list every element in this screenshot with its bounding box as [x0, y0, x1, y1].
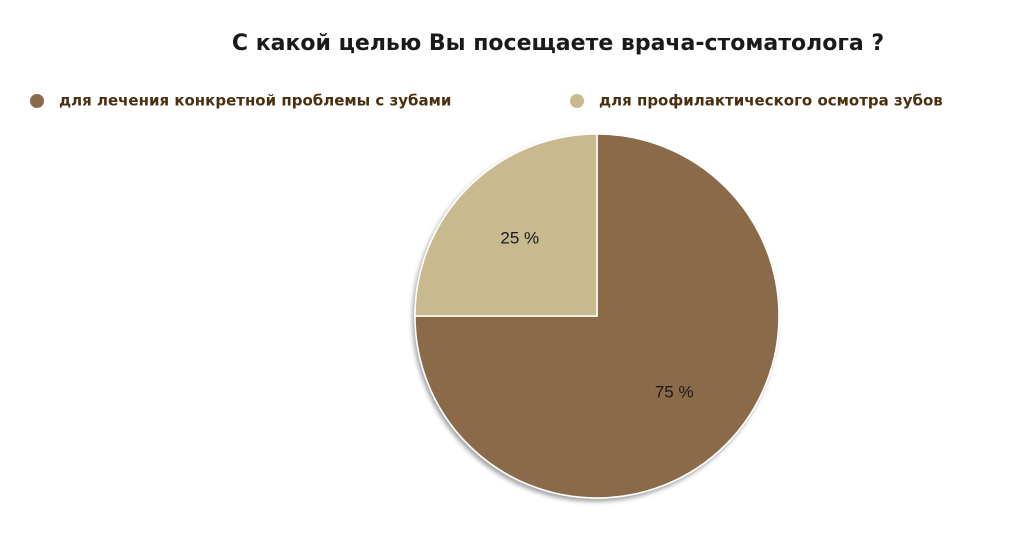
legend-marker — [570, 94, 584, 108]
chart-title: С какой целью Вы посещаете врача-стомато… — [232, 31, 884, 56]
legend-label: для профилактического осмотра зубов — [599, 92, 943, 110]
data-label: 25 % — [500, 228, 539, 247]
legend-label: для лечения конкретной проблемы с зубами — [59, 92, 451, 110]
pie-slice — [414, 133, 780, 499]
pie-slice — [414, 133, 598, 317]
legend-marker — [30, 94, 44, 108]
data-label: 75 % — [655, 383, 694, 402]
pie — [414, 133, 780, 499]
